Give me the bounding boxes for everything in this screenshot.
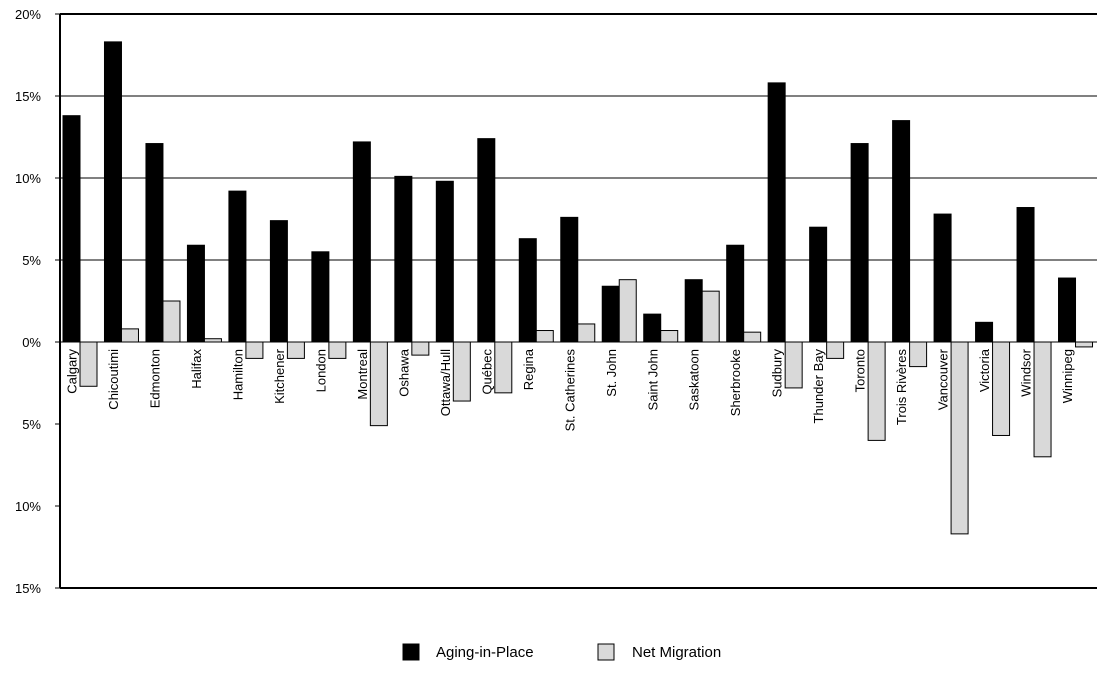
x-tick-label: Kitchener [272, 348, 287, 404]
y-tick-label: 5% [22, 253, 41, 268]
legend-label-net-migration: Net Migration [632, 644, 721, 661]
legend-swatch-net-migration [597, 643, 615, 661]
x-tick-label: Edmonton [148, 349, 163, 408]
bar-net-migration [867, 341, 886, 441]
y-tick-label: 20% [15, 7, 41, 22]
y-tick-label: 15% [15, 89, 41, 104]
x-tick-label: London [313, 349, 328, 392]
y-tick-label: 15% [15, 581, 41, 596]
bar-aging-in-place [643, 313, 662, 343]
bar-net-migration [411, 341, 430, 356]
x-tick-label: Toronto [853, 349, 868, 392]
x-tick-label: Montreal [355, 349, 370, 400]
bar-aging-in-place [518, 238, 537, 343]
bar-net-migration [203, 338, 222, 343]
x-tick-label: St. John [604, 349, 619, 397]
bar-aging-in-place [850, 143, 869, 343]
x-tick-label: Thunder Bay [811, 349, 826, 424]
x-tick-label: Chicoutimi [106, 349, 121, 410]
bar-net-migration [535, 330, 554, 343]
bar-aging-in-place [1016, 207, 1035, 343]
y-tick-label: 5% [22, 417, 41, 432]
bar-net-migration [162, 300, 181, 343]
bar-aging-in-place [726, 244, 745, 343]
bar-net-migration [369, 341, 388, 427]
x-tick-label: Ottawa/Hull [438, 349, 453, 416]
bar-net-migration [79, 341, 98, 387]
bar-net-migration [992, 341, 1011, 436]
bar-aging-in-place [352, 141, 371, 343]
y-tick-label: 0% [22, 335, 41, 350]
bar-aging-in-place [809, 226, 828, 343]
bar-net-migration [577, 323, 596, 343]
bar-aging-in-place [311, 251, 330, 343]
x-tick-label: Windsor [1019, 348, 1034, 396]
bar-net-migration [784, 341, 803, 389]
bar-aging-in-place [394, 175, 413, 343]
bar-net-migration [909, 341, 928, 368]
bar-net-migration [328, 341, 347, 359]
x-tick-label: Victoria [977, 348, 992, 392]
x-tick-label: Saskatoon [687, 349, 702, 410]
bar-net-migration [826, 341, 845, 359]
bar-aging-in-place [684, 279, 703, 343]
bar-net-migration [494, 341, 513, 394]
y-tick-label: 10% [15, 499, 41, 514]
bar-aging-in-place [933, 213, 952, 343]
bar-aging-in-place [62, 115, 81, 343]
bar-aging-in-place [228, 190, 247, 343]
bar-aging-in-place [103, 41, 122, 343]
x-tick-label: Sherbrooke [728, 349, 743, 416]
bar-aging-in-place [186, 244, 205, 343]
bar-net-migration [660, 330, 679, 343]
legend-label-aging-in-place: Aging-in-Place [436, 644, 534, 661]
bar-aging-in-place [435, 180, 454, 343]
bars [62, 41, 1094, 535]
x-tick-label: Trois Rivères [894, 349, 909, 426]
x-tick-label: Sudbury [770, 349, 785, 398]
legend: Aging-in-Place Net Migration [402, 643, 721, 661]
x-tick-label: Calgary [65, 349, 80, 394]
bar-net-migration [701, 290, 720, 343]
legend-swatch-aging-in-place [402, 643, 420, 661]
x-tick-label: Québec [479, 349, 494, 395]
bar-net-migration [950, 341, 969, 535]
y-tick-label: 10% [15, 171, 41, 186]
x-tick-label: Saint John [645, 349, 660, 410]
bar-aging-in-place [975, 321, 994, 343]
bar-aging-in-place [269, 220, 288, 343]
y-tick-labels: 20% 15% 10% 5% 0% 5% 10% 15% [15, 7, 60, 596]
bar-net-migration [245, 341, 264, 359]
bar-net-migration [1075, 341, 1094, 348]
bar-net-migration [743, 331, 762, 343]
x-tick-label: St. Catherines [562, 349, 577, 432]
x-tick-label: Regina [521, 348, 536, 390]
x-tick-label: Halifax [189, 349, 204, 389]
bar-net-migration [1033, 341, 1052, 458]
bar-aging-in-place [145, 143, 164, 343]
bar-aging-in-place [477, 138, 496, 343]
bar-aging-in-place [601, 285, 620, 343]
x-tick-label: Winnipeg [1060, 349, 1075, 403]
x-tick-label: Hamilton [230, 349, 245, 400]
bar-net-migration [120, 328, 139, 343]
bar-aging-in-place [1058, 277, 1077, 343]
x-tick-labels: Calgary Chicoutimi Edmonton Halifax Hamilton… [65, 348, 1076, 431]
x-tick-label: Vancouver [936, 348, 951, 410]
bar-net-migration [618, 279, 637, 343]
bar-aging-in-place [560, 216, 579, 343]
bar-aging-in-place [767, 82, 786, 343]
bar-net-migration [286, 341, 305, 359]
bar-net-migration [452, 341, 471, 402]
x-tick-label: Oshawa [396, 348, 411, 396]
bar-aging-in-place [892, 120, 911, 343]
